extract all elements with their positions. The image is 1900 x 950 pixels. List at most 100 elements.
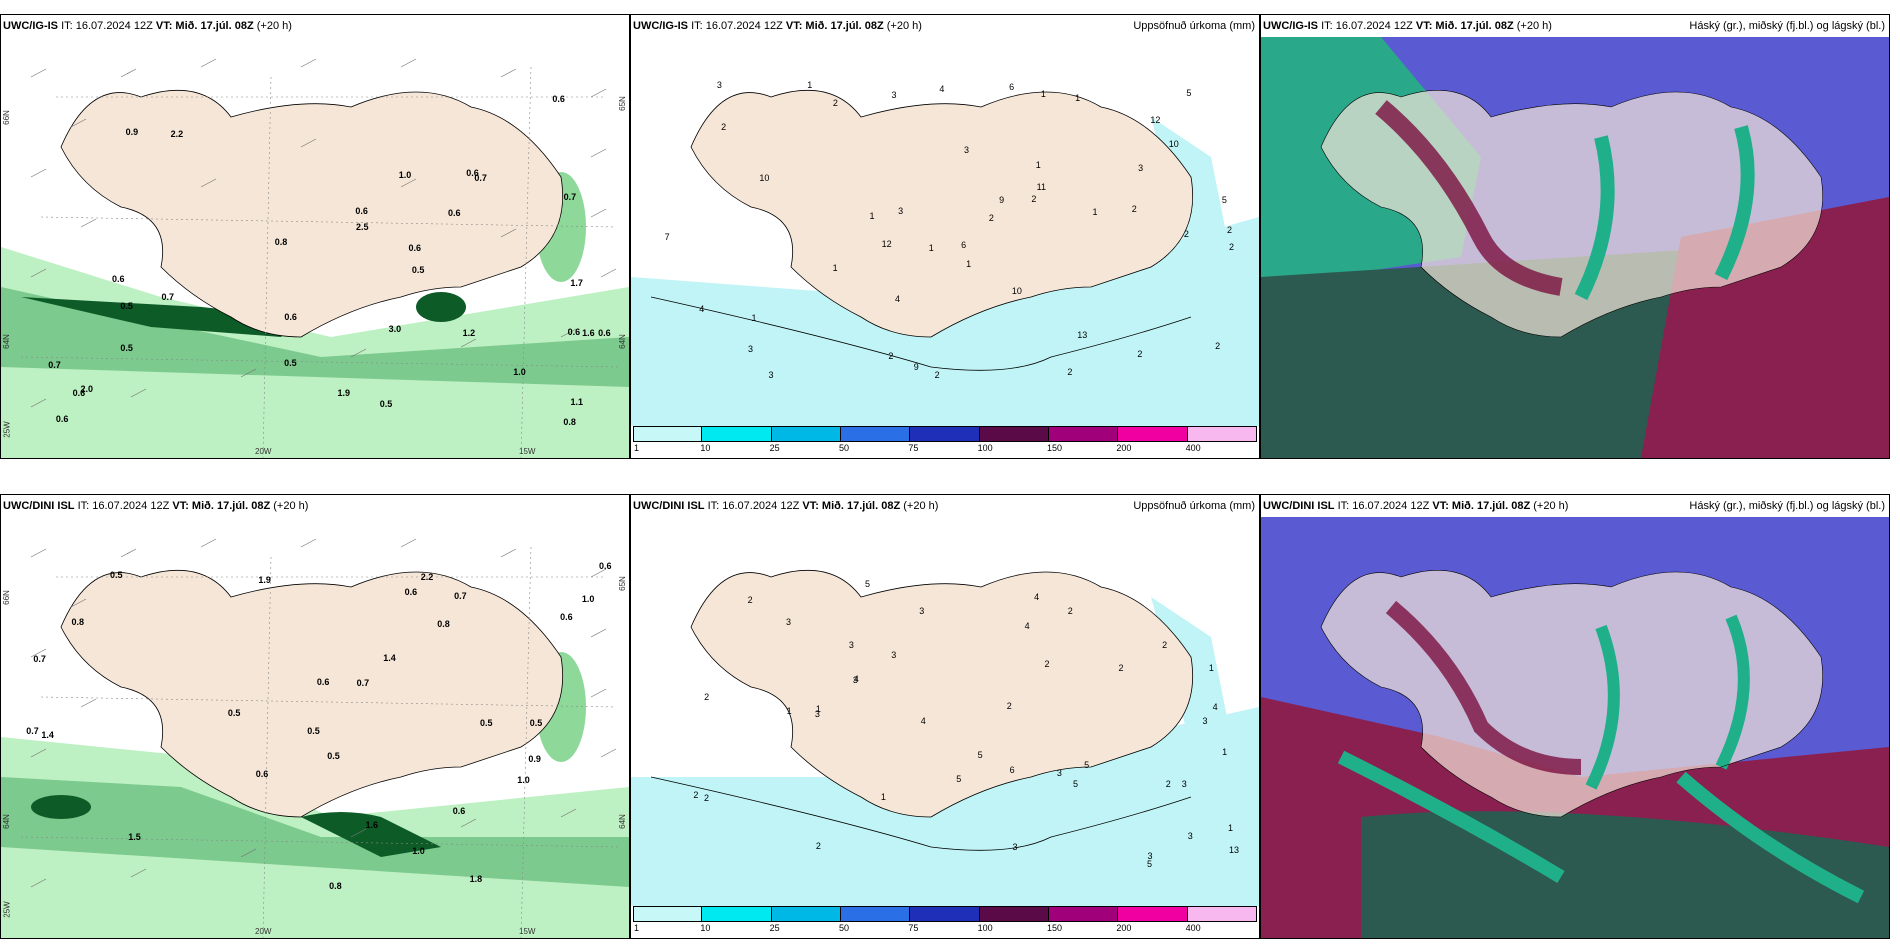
colorbar: 1 10 25 50 75 100 150 200 400 <box>633 906 1257 936</box>
map-value-label: 0.8 <box>274 237 288 248</box>
map-value-label: 3 <box>848 640 854 651</box>
panel-header: UWC/DINI ISL IT: 16.07.2024 12Z VT: Mið.… <box>631 495 1259 517</box>
map-value-label: 1 <box>815 704 821 715</box>
lead-time: (+20 h) <box>886 20 922 32</box>
model-name: UWC/IG-IS <box>3 20 58 32</box>
map-value-label: 0.5 <box>411 264 425 275</box>
colorbar-label: 10 <box>700 923 711 933</box>
colorbar-swatch <box>841 426 911 442</box>
map-value-label: 4 <box>853 674 859 685</box>
colorbar-label: 150 <box>1047 443 1063 453</box>
colorbar-label: 100 <box>977 923 993 933</box>
map-value-label: 0.6 <box>255 769 269 780</box>
map-value-label: 0.5 <box>110 570 123 581</box>
map-value-label: 5 <box>864 579 870 590</box>
map-value-label: 0.6 <box>552 94 565 105</box>
map-value-label: 3 <box>1187 830 1193 841</box>
map-value-label: 0.6 <box>316 677 330 688</box>
colorbar-label: 10 <box>700 443 711 453</box>
map-value-label: 0.5 <box>120 301 133 312</box>
panel-header: UWC/DINI ISL IT: 16.07.2024 12Z VT: Mið.… <box>1 495 629 517</box>
model-name: UWC/DINI ISL <box>3 500 75 512</box>
map-svg <box>1261 37 1889 458</box>
colorbar-label: 400 <box>1185 443 1201 453</box>
map-value-label: 3 <box>1138 162 1144 173</box>
map-value-label: 4 <box>895 293 901 304</box>
map-value-label: 3 <box>1181 778 1187 789</box>
colorbar-swatch <box>702 906 772 922</box>
colorbar-swatch <box>1118 426 1188 442</box>
map-value-label: 5 <box>1146 859 1152 870</box>
precip-values: 2 1 2 1 1 2 2 1 1 1 2 2 1 1 3 6 1 1 3 2 3 3 3 7 2 2 4 4 5 10 3 2 4 5 9 6 11 1… <box>631 37 1259 426</box>
map-value-label: 3 <box>1147 851 1153 862</box>
map-value-label: 1.6 <box>582 327 595 338</box>
map-value-label: 9 <box>999 194 1005 205</box>
model-name: UWC/IG-IS <box>633 20 688 32</box>
init-time: IT: 16.07.2024 12Z <box>707 500 800 512</box>
map-value-label: 4 <box>939 84 945 95</box>
colorbar-swatch <box>1118 906 1188 922</box>
map-value-label: 2 <box>1165 778 1171 789</box>
map-area <box>1261 517 1889 938</box>
map-value-label: 0.8 <box>437 619 450 630</box>
map-value-label: 0.8 <box>563 416 576 427</box>
lead-time: (+20 h) <box>903 500 939 512</box>
colorbar-label: 75 <box>908 443 919 453</box>
colorbar-swatch <box>633 906 703 922</box>
lon-label-15w: 15W <box>519 927 536 936</box>
map-value-label: 0.6 <box>55 413 69 424</box>
map-value-label: 2 <box>1067 605 1073 616</box>
map-value-label: 2 <box>934 370 940 381</box>
map-value-label: 1.1 <box>570 397 584 408</box>
panel-header: UWC/DINI ISL IT: 16.07.2024 12Z VT: Mið.… <box>1261 495 1889 517</box>
lon-label-20w: 20W <box>255 447 272 456</box>
colorbar-label: 1 <box>634 443 640 453</box>
map-value-label: 1 <box>1208 662 1214 673</box>
map-svg <box>1 517 629 938</box>
map-value-label: 9 <box>913 361 919 372</box>
model-name: UWC/DINI ISL <box>1263 500 1335 512</box>
colorbar-label: 200 <box>1116 923 1132 933</box>
map-value-label: 11 <box>1036 182 1047 193</box>
map-value-label: 4 <box>699 303 705 314</box>
lon-label-20w: 20W <box>255 927 272 936</box>
map-value-label: 0.8 <box>71 616 84 627</box>
cloud-map-panel-top: UWC/IG-IS IT: 16.07.2024 12Z VT: Mið. 17… <box>1260 14 1890 459</box>
panel-header: UWC/IG-IS IT: 16.07.2024 12Z VT: Mið. 17… <box>1261 15 1889 37</box>
map-value-label: 0.5 <box>479 717 493 728</box>
colorbar-label: 25 <box>769 443 780 453</box>
map-value-label: 0.9 <box>125 127 139 138</box>
init-time: IT: 16.07.2024 12Z <box>61 20 153 32</box>
colorbar-label: 200 <box>1116 443 1132 453</box>
map-value-label: 1 <box>1222 746 1228 757</box>
map-value-label: 4 <box>920 716 926 727</box>
valid-prefix: VT: <box>785 20 803 32</box>
colorbar-label: 50 <box>839 443 850 453</box>
map-value-label: 2.2 <box>420 572 434 583</box>
map-value-label: 1 <box>807 79 813 90</box>
map-value-label: 0.6 <box>355 206 368 217</box>
map-value-label: 0.5 <box>307 725 320 736</box>
colorbar-swatch <box>1049 906 1119 922</box>
map-value-label: 5 <box>1073 779 1079 790</box>
map-value-label: 3.0 <box>388 323 402 334</box>
map-value-label: 7 <box>664 232 670 243</box>
map-value-label: 0.7 <box>48 360 61 371</box>
valid-time: Mið. 17.júl. 08Z <box>821 500 901 512</box>
map-value-label: 3 <box>898 206 904 216</box>
map-value-label: 0.5 <box>120 343 133 354</box>
map-value-label: 1.7 <box>570 278 583 289</box>
map-value-label: 2 <box>703 792 709 803</box>
model-name: UWC/DINI ISL <box>633 500 705 512</box>
colorbar-swatch <box>702 426 772 442</box>
wind-values: 0.6 0.6 0.7 0.6 0.6 0.5 0.6 0.5 0.8 0.5 0.6 0.6 0.5 0… <box>1 37 629 458</box>
colorbar-swatch <box>771 426 841 442</box>
wind-values: 0.7 0.6 0.5 0.6 0.5 0.6 0.6 0.8 1.4 1.6 0.7 0.7 0.5 0… <box>1 517 629 938</box>
map-value-label: 2 <box>1226 224 1232 235</box>
map-value-label: 1.0 <box>517 775 530 786</box>
map-value-label: 1 <box>966 258 972 269</box>
map-value-label: 0.6 <box>72 387 86 398</box>
map-area: 2 1 2 1 1 2 2 1 1 1 2 2 1 1 3 6 1 1 3 2 3 3 3 7 2 2 4 4 5 10 3 2 4 5 9 6 11 1… <box>631 37 1259 426</box>
map-value-label: 0.6 <box>466 167 479 178</box>
map-value-label: 6 <box>961 240 967 251</box>
